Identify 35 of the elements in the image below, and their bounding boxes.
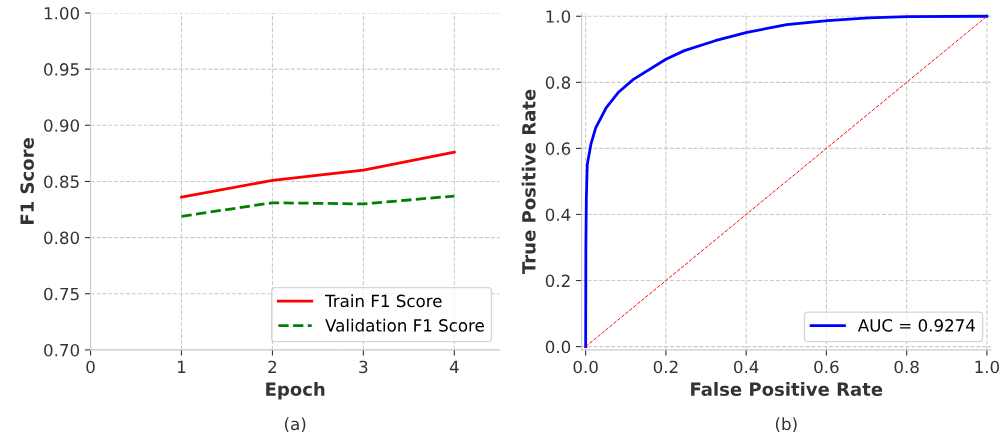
y-tick-label: 0.80 — [44, 231, 80, 245]
x-tick-label: 0.0 — [573, 360, 598, 374]
x-axis-title: False Positive Rate — [691, 382, 883, 396]
x-tick-label: 0.2 — [653, 360, 678, 374]
y-tick-label: 0.75 — [44, 287, 79, 301]
x-tick-label: 0 — [86, 360, 95, 374]
x-tick-label: 1.0 — [975, 360, 1000, 374]
x-tick-label: 4 — [449, 360, 459, 373]
y-axis-title: F1 Score — [20, 138, 34, 224]
x-tick-label: 1 — [178, 360, 186, 373]
y-tick-label: 0.8 — [545, 76, 571, 89]
legend-label: Validation F1 Score — [325, 318, 484, 332]
text: (a) — [284, 417, 306, 432]
y-tick-label: 1.0 — [546, 10, 571, 23]
line-series — [180, 150, 456, 199]
y-tick-label: 0.6 — [545, 142, 571, 155]
x-tick-label: 0.4 — [734, 360, 759, 374]
y-axis-title: True Positive Rate — [521, 89, 536, 274]
legend-label: Train F1 Score — [324, 294, 442, 308]
y-tick-label: 0.2 — [545, 274, 570, 288]
y-tick-label: 0.95 — [44, 63, 79, 76]
y-tick-label: 0.85 — [44, 175, 79, 189]
line-series — [180, 194, 456, 218]
x-tick-label: 2 — [268, 360, 277, 373]
legend-label: AUC = 0.9274 — [857, 319, 975, 332]
y-tick-label: 0.4 — [545, 208, 571, 222]
y-tick-label: 0.0 — [545, 340, 571, 354]
x-axis-title: Epoch — [266, 382, 325, 400]
y-tick-label: 1.00 — [44, 6, 80, 20]
text: (b) — [775, 417, 797, 432]
x-tick-label: 3 — [359, 360, 368, 374]
x-tick-label: 0.8 — [894, 360, 919, 374]
y-tick-label: 0.90 — [44, 119, 80, 132]
x-tick-label: 0.6 — [814, 360, 839, 374]
y-tick-label: 0.70 — [44, 343, 80, 357]
